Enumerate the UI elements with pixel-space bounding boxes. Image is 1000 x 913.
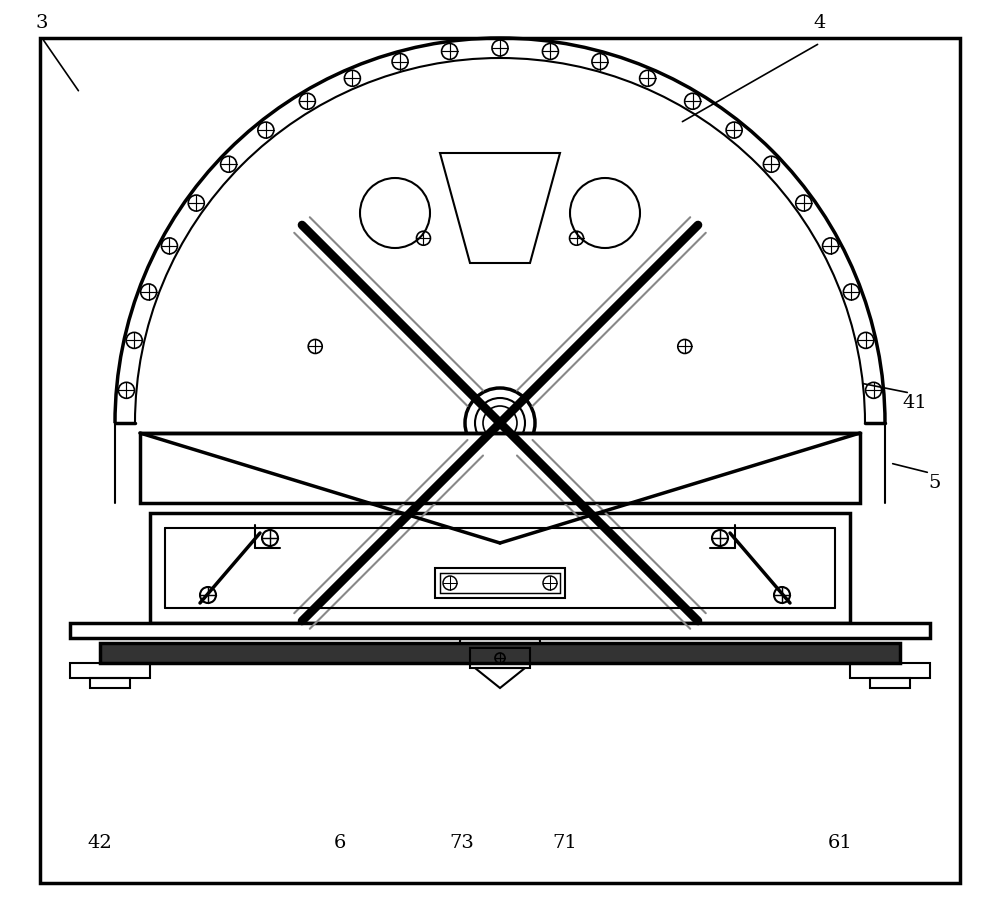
- Text: 5: 5: [929, 474, 941, 492]
- Bar: [100, 643, 900, 663]
- Text: 3: 3: [36, 14, 48, 32]
- Bar: [435, 568, 565, 598]
- Text: 71: 71: [553, 834, 577, 852]
- Bar: [850, 663, 930, 678]
- Bar: [70, 623, 930, 638]
- Text: 4: 4: [814, 14, 826, 32]
- Text: 73: 73: [450, 834, 474, 852]
- Bar: [140, 433, 860, 503]
- Text: 41: 41: [903, 394, 927, 412]
- Text: 61: 61: [828, 834, 852, 852]
- Text: 6: 6: [334, 834, 346, 852]
- Bar: [150, 513, 850, 623]
- Bar: [470, 648, 530, 668]
- Bar: [70, 663, 150, 678]
- Text: 42: 42: [88, 834, 112, 852]
- Bar: [440, 573, 560, 593]
- Bar: [870, 678, 910, 688]
- Bar: [90, 678, 130, 688]
